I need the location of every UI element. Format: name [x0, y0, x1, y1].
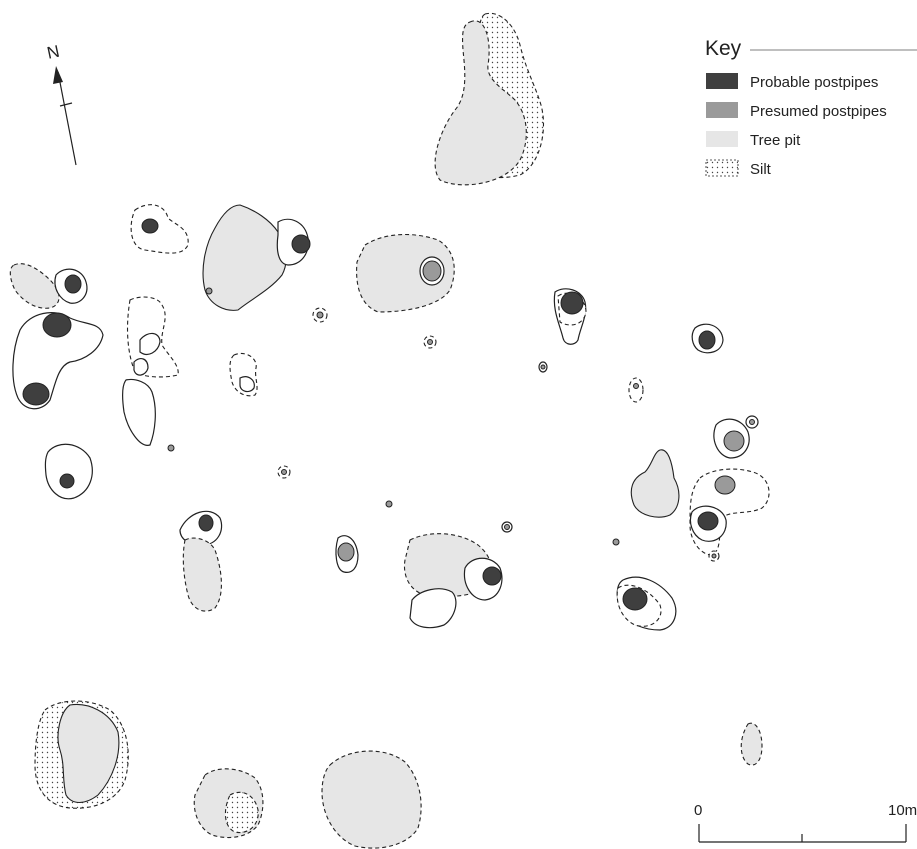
scale-bar: 0 10m [694, 802, 917, 843]
legend-swatch-silt [705, 159, 739, 177]
legend-label-silt: Silt [750, 161, 772, 178]
legend-item-presumed: Presumed postpipes [706, 102, 887, 120]
feature-central-tree-pit [356, 233, 455, 313]
scale-start-label: 0 [694, 802, 702, 819]
legend-swatch-presumed [706, 102, 738, 118]
legend-swatch-probable [706, 73, 738, 89]
north-arrow: N [45, 42, 77, 166]
feature-cluster-far-south [34, 700, 422, 849]
legend: Key Probable postpipes Presumed postpipe… [705, 37, 917, 178]
legend-item-probable: Probable postpipes [706, 73, 878, 91]
legend-item-tree-pit: Tree pit [706, 131, 801, 149]
legend-label-tree-pit: Tree pit [750, 132, 801, 149]
feature-cluster-nw [9, 204, 620, 546]
legend-item-silt: Silt [705, 159, 772, 178]
feature-north-tree-pit [434, 12, 544, 186]
feature-cluster-east [553, 288, 770, 766]
legend-label-probable: Probable postpipes [750, 74, 878, 91]
north-label: N [45, 42, 61, 63]
scale-end-label: 10m [888, 802, 917, 819]
legend-swatch-tree-pit [706, 131, 738, 147]
legend-label-presumed: Presumed postpipes [750, 103, 887, 120]
legend-title: Key [705, 37, 742, 60]
feature-cluster-south [179, 510, 503, 629]
